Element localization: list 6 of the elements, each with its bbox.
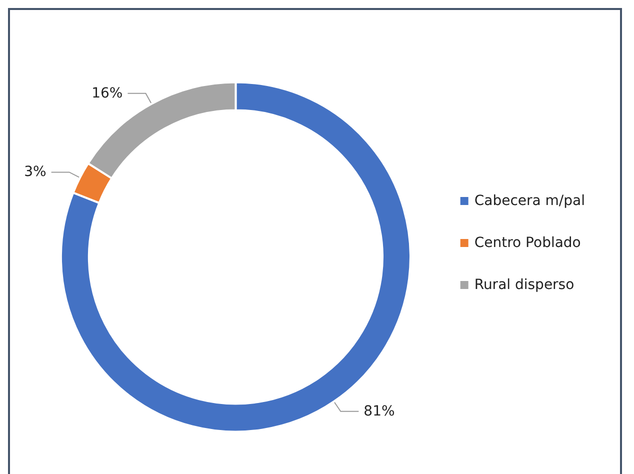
legend-label: Cabecera m/pal — [474, 193, 586, 209]
data-label: 3% — [24, 164, 46, 180]
data-label: 16% — [92, 85, 123, 102]
data-label: 81% — [364, 403, 395, 420]
legend-label: Rural disperso — [474, 277, 574, 293]
legend-label: Centro Poblado — [474, 235, 581, 251]
